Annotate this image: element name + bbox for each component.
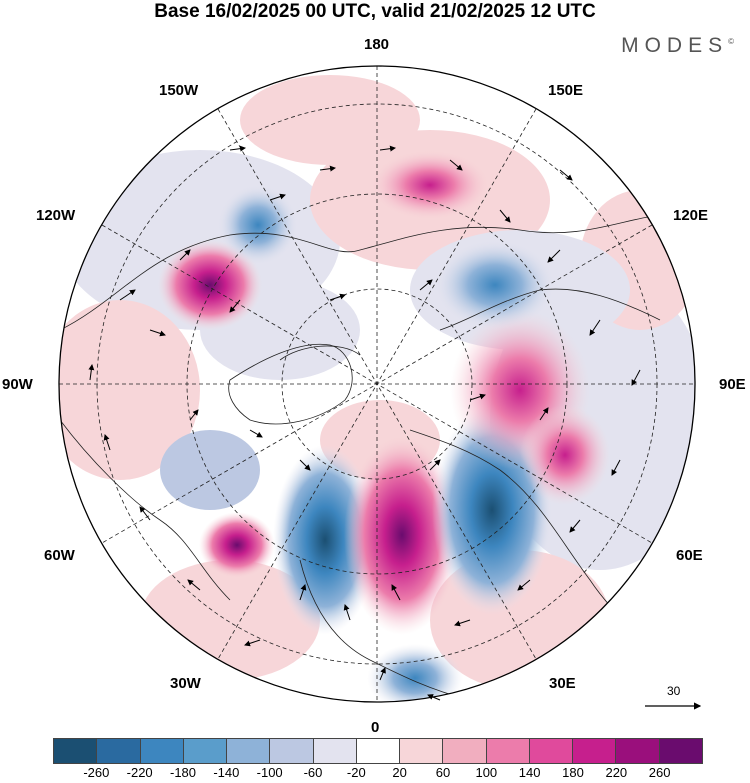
colorbar-tick-label: 220 [605,765,628,780]
lon-label-0: 0 [371,719,380,736]
colorbar-swatch [486,739,530,763]
colorbar-tick-label: -180 [169,765,197,780]
colorbar-tick-label: -20 [346,765,366,780]
positive-cell-alaska [158,240,262,330]
lon-label-120w: 120W [36,207,76,224]
anomaly-field [59,66,695,702]
colorbar-tick-label: 180 [562,765,584,780]
lon-label-90e: 90E [719,376,746,393]
colorbar-tick-label: 60 [435,765,451,780]
colorbar [53,738,703,764]
map-title: Base 16/02/2025 00 UTC, valid 21/02/2025… [154,1,596,22]
colorbar-swatch [616,739,660,763]
polar-map [58,65,702,710]
brand-text: MODES [621,34,729,57]
colorbar-swatch [659,739,703,763]
colorbar-swatch [140,739,184,763]
colorbar-swatch [53,739,98,763]
lon-label-120e: 120E [673,207,709,224]
brand-mark: © [728,37,734,46]
lon-label-90w: 90W [2,376,33,393]
positive-cell-siberia-tail [520,405,610,505]
colorbar-tick-label: 260 [648,765,671,780]
colorbar-tick-label: 140 [518,765,541,780]
positive-cell-europe [344,435,460,635]
colorbar-tick-label: 20 [392,765,407,780]
lon-label-30e: 30E [549,675,576,692]
negative-cell-east-siberia [435,240,555,330]
reference-vector-label: 30 [667,684,681,698]
colorbar-ticks: -260 -220 -180 -140 -100 -60 -20 20 60 100 140 180 2… [0,765,750,783]
wind-vectors [88,145,641,701]
lon-label-150e: 150E [548,82,584,99]
colorbar-swatch [183,739,228,763]
colorbar-swatch [313,739,357,763]
colorbar-swatch [227,739,271,763]
colorbar-swatch [529,739,574,763]
positive-cell-labrador-sea [199,512,275,578]
colorbar-swatch [356,739,401,763]
lon-label-60e: 60E [676,547,703,564]
colorbar-tick-label: -60 [303,765,323,780]
negative-cell-mediterranean [367,644,463,702]
modes-logo: MODES© [621,34,734,58]
colorbar-swatch [443,739,487,763]
lon-label-150w: 150W [159,82,199,99]
lon-label-180: 180 [364,36,390,53]
colorbar-tick-label: -100 [256,765,283,780]
colorbar-swatch [97,739,141,763]
colorbar-tick-label: 100 [475,765,498,780]
colorbar-tick-label: -260 [83,765,110,780]
lon-label-60w: 60W [44,547,75,564]
colorbar-swatch [400,739,444,763]
lon-label-30w: 30W [170,675,201,692]
colorbar-tick-label: -220 [126,765,153,780]
colorbar-swatch [270,739,314,763]
colorbar-tick-label: -140 [213,765,240,780]
graticule [59,66,695,702]
map-boundary [58,65,696,703]
colorbar-swatch [573,739,617,763]
